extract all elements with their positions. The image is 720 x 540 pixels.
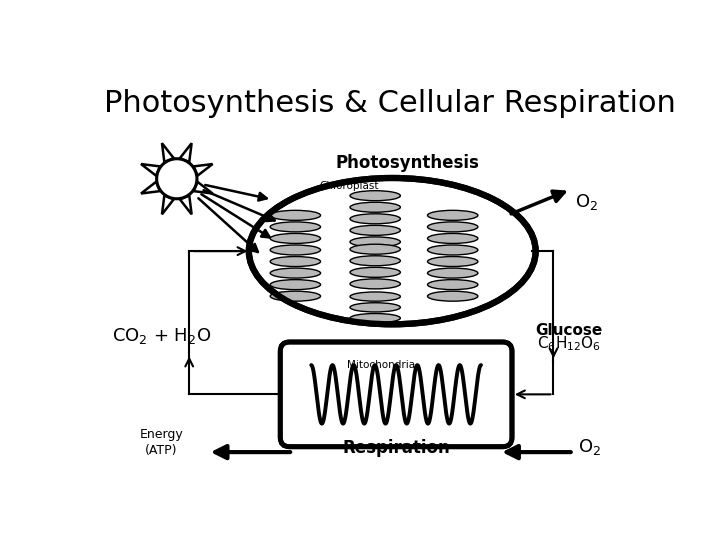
Circle shape bbox=[157, 159, 197, 199]
Ellipse shape bbox=[249, 178, 536, 325]
Text: Glucose: Glucose bbox=[536, 323, 603, 338]
Ellipse shape bbox=[350, 267, 400, 278]
Polygon shape bbox=[162, 195, 174, 214]
Ellipse shape bbox=[350, 303, 400, 312]
Ellipse shape bbox=[270, 291, 320, 301]
Text: CO$_2$ + H$_2$O: CO$_2$ + H$_2$O bbox=[112, 326, 211, 346]
Ellipse shape bbox=[428, 268, 478, 278]
Ellipse shape bbox=[428, 280, 478, 289]
Ellipse shape bbox=[350, 279, 400, 289]
Polygon shape bbox=[141, 182, 160, 193]
Text: Respiration: Respiration bbox=[342, 439, 450, 457]
Ellipse shape bbox=[270, 268, 320, 278]
Polygon shape bbox=[180, 195, 192, 214]
Text: C$_6$H$_{12}$O$_6$: C$_6$H$_{12}$O$_6$ bbox=[537, 334, 601, 353]
Polygon shape bbox=[162, 143, 174, 162]
Ellipse shape bbox=[350, 191, 400, 201]
Text: O$_2$: O$_2$ bbox=[575, 192, 598, 212]
Ellipse shape bbox=[428, 256, 478, 267]
Ellipse shape bbox=[270, 256, 320, 267]
Ellipse shape bbox=[350, 237, 400, 247]
Polygon shape bbox=[141, 164, 160, 176]
Ellipse shape bbox=[428, 245, 478, 255]
Ellipse shape bbox=[270, 280, 320, 289]
Ellipse shape bbox=[350, 292, 400, 301]
Text: Energy
(ATP): Energy (ATP) bbox=[140, 428, 183, 457]
Ellipse shape bbox=[350, 225, 400, 235]
Ellipse shape bbox=[428, 211, 478, 220]
FancyBboxPatch shape bbox=[280, 342, 512, 447]
Ellipse shape bbox=[270, 222, 320, 232]
Text: O$_2$: O$_2$ bbox=[578, 437, 601, 457]
Ellipse shape bbox=[270, 211, 320, 220]
Polygon shape bbox=[180, 143, 192, 162]
Ellipse shape bbox=[270, 245, 320, 255]
Polygon shape bbox=[194, 182, 212, 193]
Text: Photosynthesis & Cellular Respiration: Photosynthesis & Cellular Respiration bbox=[104, 90, 676, 118]
Text: Photosynthesis: Photosynthesis bbox=[336, 154, 480, 172]
Ellipse shape bbox=[428, 222, 478, 232]
Ellipse shape bbox=[350, 214, 400, 224]
Ellipse shape bbox=[350, 256, 400, 266]
Ellipse shape bbox=[350, 314, 400, 323]
Ellipse shape bbox=[270, 233, 320, 244]
Text: Mitochondria: Mitochondria bbox=[346, 360, 415, 370]
Ellipse shape bbox=[428, 291, 478, 301]
Polygon shape bbox=[194, 164, 212, 176]
Ellipse shape bbox=[428, 233, 478, 244]
Ellipse shape bbox=[350, 202, 400, 212]
Text: Chloroplast: Chloroplast bbox=[320, 181, 379, 192]
Ellipse shape bbox=[350, 244, 400, 254]
